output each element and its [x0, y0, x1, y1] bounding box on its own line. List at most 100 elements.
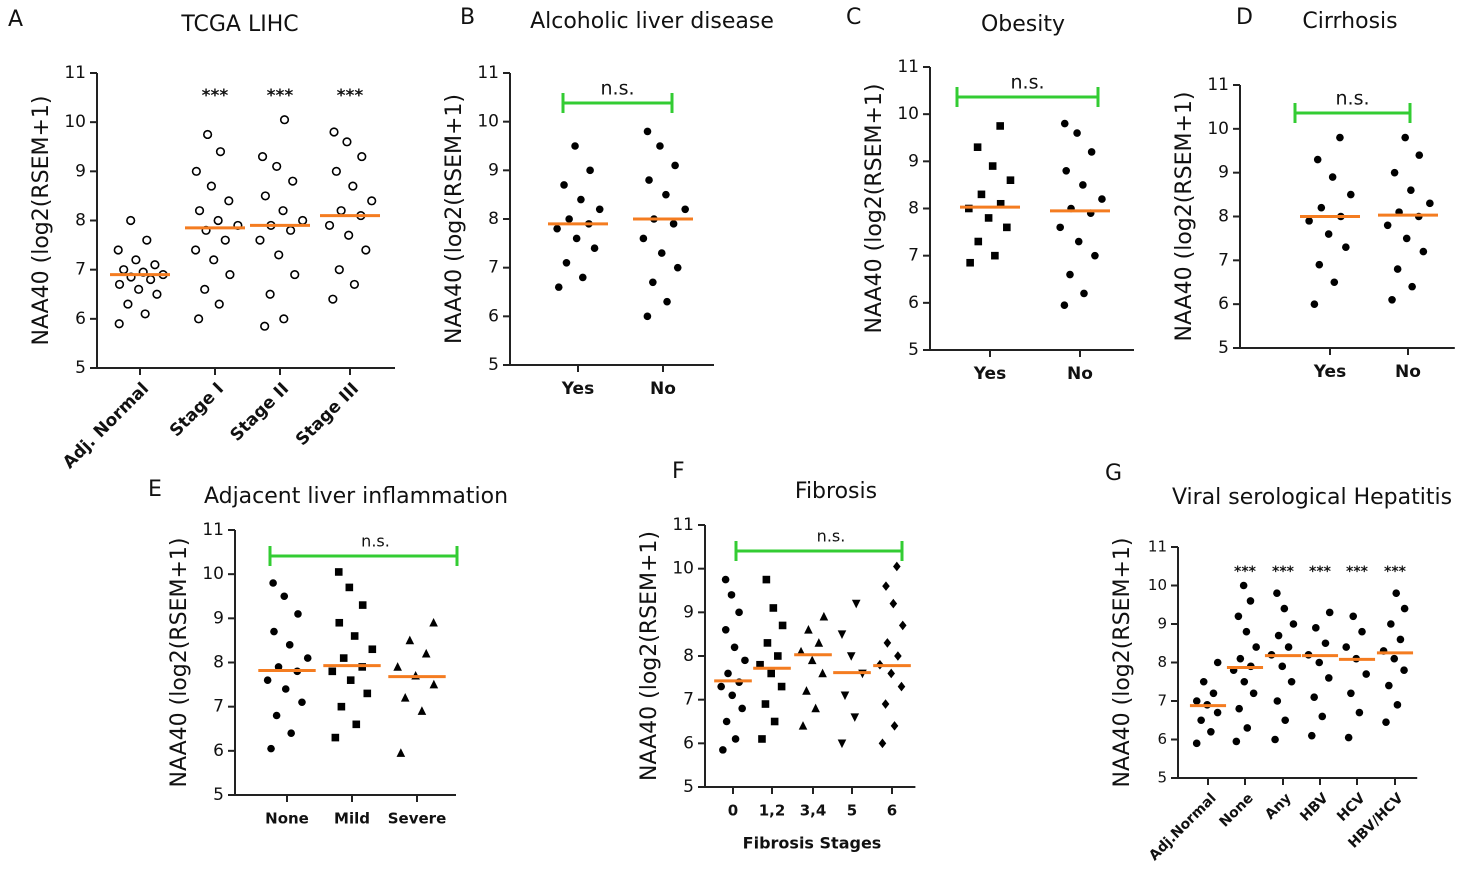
data-point — [357, 151, 367, 162]
data-point — [329, 127, 339, 137]
data-point — [191, 245, 201, 255]
significance: *** — [267, 86, 294, 106]
data-point — [882, 581, 890, 591]
data-point — [756, 660, 764, 669]
significance: *** — [1272, 564, 1295, 580]
data-point — [336, 206, 346, 216]
panel-letter: B — [460, 5, 475, 30]
data-point — [429, 617, 438, 627]
y-tick-label: 6 — [213, 741, 224, 761]
y-tick-label: 5 — [683, 777, 694, 797]
data-point — [1234, 612, 1243, 621]
data-point — [1393, 701, 1402, 709]
data-point — [281, 685, 290, 693]
data-point — [1006, 176, 1015, 184]
data-point — [363, 689, 372, 698]
x-tick-label: 0 — [728, 802, 738, 820]
data-point — [146, 274, 156, 285]
data-point — [837, 739, 847, 749]
data-point — [1060, 119, 1069, 128]
data-point — [288, 176, 298, 186]
data-point — [850, 713, 860, 722]
y-tick-label: 5 — [75, 358, 86, 378]
y-tick-label: 8 — [1157, 653, 1167, 671]
data-point — [1349, 612, 1358, 621]
y-tick-label: 7 — [488, 258, 499, 278]
data-point — [721, 575, 730, 584]
data-point — [140, 309, 150, 319]
y-tick-label: 7 — [213, 697, 224, 717]
x-tick-label: 3,4 — [800, 802, 827, 820]
significance: *** — [1234, 564, 1257, 580]
data-point — [846, 652, 856, 661]
data-point — [1347, 689, 1355, 698]
data-point — [645, 176, 653, 184]
y-tick-label: 9 — [683, 602, 694, 622]
data-point — [996, 199, 1005, 208]
data-point — [1401, 133, 1409, 142]
data-point — [1289, 620, 1298, 628]
data-point — [405, 635, 415, 645]
data-point — [1313, 155, 1322, 164]
data-point — [114, 279, 125, 290]
data-point — [345, 583, 354, 592]
data-point — [209, 255, 219, 265]
data-point — [202, 129, 213, 140]
data-point — [1346, 190, 1355, 199]
y-axis-label: NAA40 (log2(RSEM+1) — [637, 531, 662, 781]
data-point — [727, 591, 736, 599]
data-point — [731, 735, 740, 743]
data-point — [215, 147, 226, 157]
data-point — [1287, 677, 1296, 686]
y-tick-label: 6 — [908, 293, 919, 313]
y-tick-label: 11 — [1207, 75, 1229, 95]
data-point — [265, 289, 275, 299]
data-point — [1209, 689, 1218, 698]
data-point — [798, 721, 808, 730]
data-point — [1336, 133, 1344, 142]
x-tick-label: 5 — [847, 802, 857, 820]
data-point — [1382, 718, 1390, 726]
data-point — [1060, 301, 1069, 309]
data-point — [421, 648, 431, 658]
y-tick-label: 7 — [1157, 692, 1167, 710]
data-point — [777, 682, 786, 691]
data-point — [1062, 166, 1071, 175]
data-point — [1074, 237, 1083, 246]
y-tick-label: 8 — [213, 653, 224, 673]
panel-letter: D — [1236, 5, 1253, 30]
x-tick-label: Yes — [1313, 362, 1346, 382]
data-point — [1235, 704, 1243, 713]
y-tick-label: 6 — [683, 733, 694, 753]
data-point — [1087, 148, 1096, 156]
data-point — [328, 294, 338, 304]
bracket-label: n.s. — [361, 532, 390, 551]
data-point — [346, 676, 355, 684]
y-tick-label: 9 — [488, 160, 499, 180]
data-point — [1066, 270, 1074, 279]
data-point — [894, 651, 902, 661]
y-axis-label: NAA40 (log2(RSEM+1) — [29, 95, 54, 345]
significance: *** — [202, 86, 229, 106]
y-tick-label: 7 — [1218, 250, 1229, 270]
data-point — [1240, 677, 1249, 686]
data-point — [671, 161, 679, 170]
data-point — [331, 166, 341, 176]
data-point — [804, 625, 813, 634]
x-tick-label: Stage III — [292, 379, 363, 450]
panel-letter: F — [672, 459, 685, 484]
chart-title: Fibrosis — [795, 479, 877, 504]
data-point — [1242, 627, 1251, 636]
data-point — [898, 620, 907, 631]
data-point — [194, 206, 205, 216]
data-point — [897, 681, 906, 692]
data-point — [206, 181, 216, 191]
data-point — [1310, 300, 1319, 308]
data-point — [802, 686, 811, 695]
y-tick-label: 5 — [1218, 338, 1229, 358]
y-tick-label: 5 — [908, 340, 919, 360]
data-point — [890, 721, 899, 731]
data-point — [818, 668, 827, 678]
data-point — [1415, 151, 1424, 159]
data-point — [988, 162, 997, 170]
